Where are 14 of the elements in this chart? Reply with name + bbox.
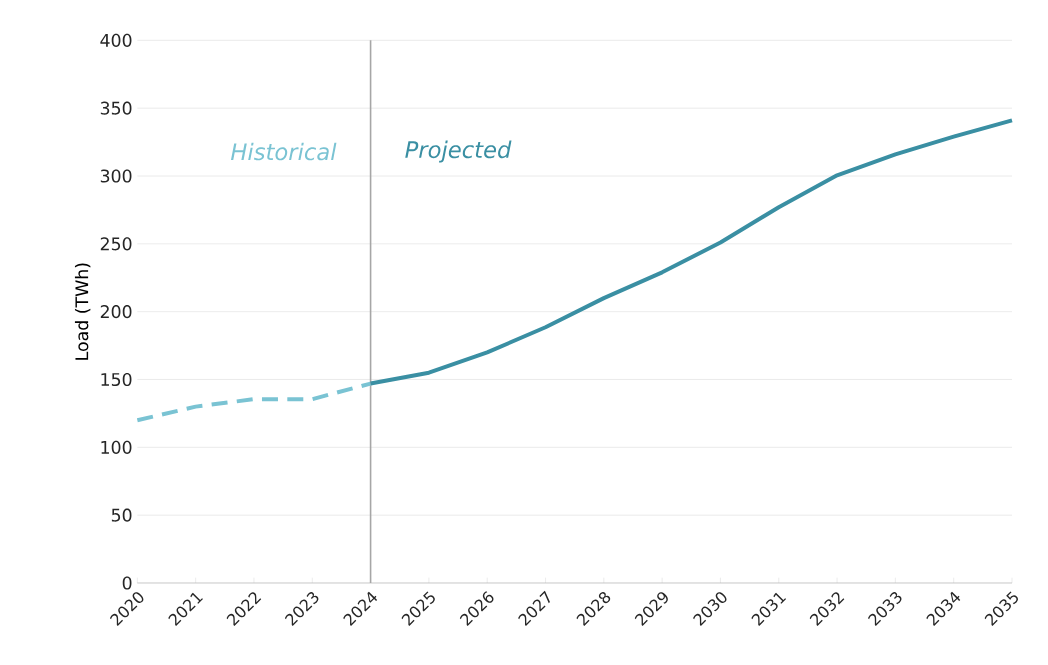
y-tick-label: 300 bbox=[100, 169, 132, 183]
y-tick-label: 200 bbox=[100, 305, 132, 319]
text: Projected bbox=[405, 140, 512, 163]
y-tick-label: 250 bbox=[100, 237, 132, 251]
line-series bbox=[135, 381, 373, 423]
y-tick-label: 50 bbox=[111, 508, 132, 522]
y-axis-title: Load (TWh) bbox=[74, 263, 91, 360]
y-tick-label: 100 bbox=[101, 440, 132, 454]
line-series bbox=[368, 118, 1015, 386]
y-tick-label: 150 bbox=[101, 372, 132, 387]
text: Historical bbox=[230, 142, 337, 161]
y-tick-label: 0 bbox=[122, 576, 132, 590]
y-tick-label: 400 bbox=[100, 33, 132, 47]
y-tick-label: 350 bbox=[100, 101, 132, 115]
